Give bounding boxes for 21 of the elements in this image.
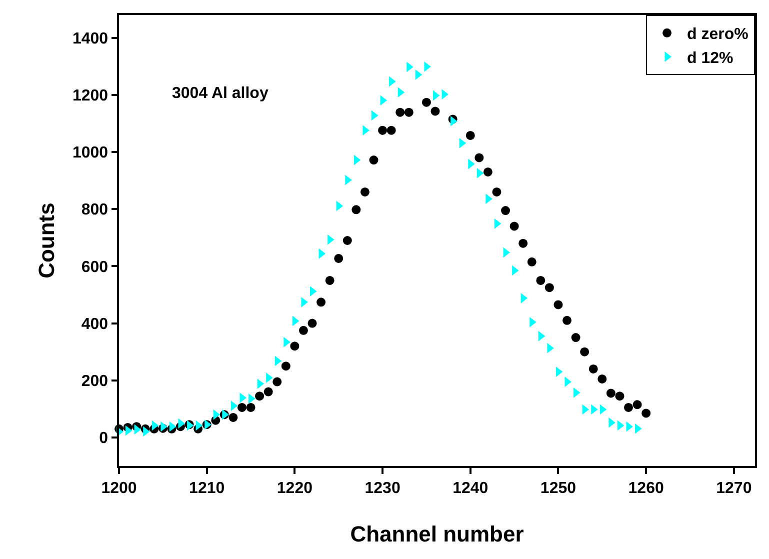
x-tick-label: 1220	[276, 480, 313, 497]
y-tick-label: 0	[99, 430, 108, 448]
y-tick-label: 600	[81, 258, 108, 276]
y-tick-label: 1400	[72, 30, 108, 48]
x-tick-label: 1240	[452, 480, 488, 497]
x-tick-label: 1260	[628, 480, 664, 497]
y-tick-label: 400	[81, 316, 108, 333]
y-tick-label: 200	[81, 372, 108, 390]
x-tick-label: 1250	[540, 480, 576, 497]
y-tick-label: 800	[81, 202, 108, 219]
legend-label: d 12%	[687, 50, 734, 67]
y-tick-label: 1200	[72, 88, 108, 105]
legend-label: d zero%	[687, 26, 748, 44]
x-tick-label: 1270	[716, 480, 752, 497]
y-axis-title: Counts	[34, 202, 59, 278]
annotation: 3004 Al alloy	[172, 85, 268, 102]
x-tick-label: 1200	[101, 480, 137, 497]
x-tick-label: 1230	[364, 480, 400, 497]
x-tick-label: 1210	[189, 480, 225, 497]
x-axis-title: Channel number	[350, 521, 524, 546]
y-tick-label: 1000	[72, 144, 108, 162]
